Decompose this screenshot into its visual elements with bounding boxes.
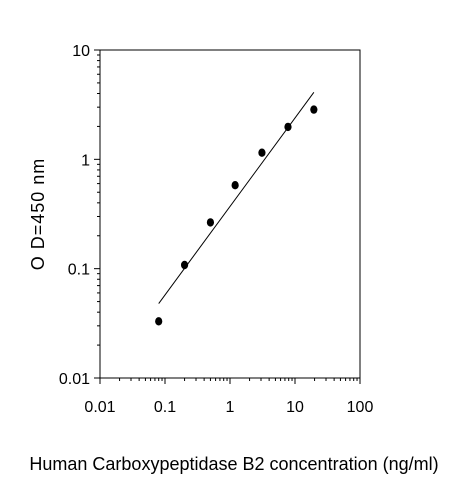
y-tick-label: 0.01 [59,371,90,388]
x-axis-title: Human Carboxypeptidase B2 concentration … [29,454,438,474]
data-point [180,260,189,270]
y-axis-title: O D=450 nm [28,158,48,271]
data-point [258,148,266,157]
data-point [310,105,318,114]
y-tick-label: 1 [81,152,90,169]
x-tick-label: 1 [226,399,235,416]
data-point [155,317,163,326]
plot-frame [99,49,361,379]
data-point [206,218,215,227]
data-point [231,180,239,190]
y-tick-label: 0.1 [68,262,90,279]
y-tick-label: 10 [72,43,90,60]
data-points [155,105,318,326]
axes [94,49,361,384]
x-tick-label: 10 [286,399,304,416]
data-point [284,122,292,132]
x-tick-label: 0.1 [154,399,176,416]
x-tick-label: 0.01 [84,399,115,416]
x-tick-label: 100 [347,399,374,416]
tick-labels: 0.01 0.1 1 10 100 0.01 0.1 1 10 [59,43,374,416]
